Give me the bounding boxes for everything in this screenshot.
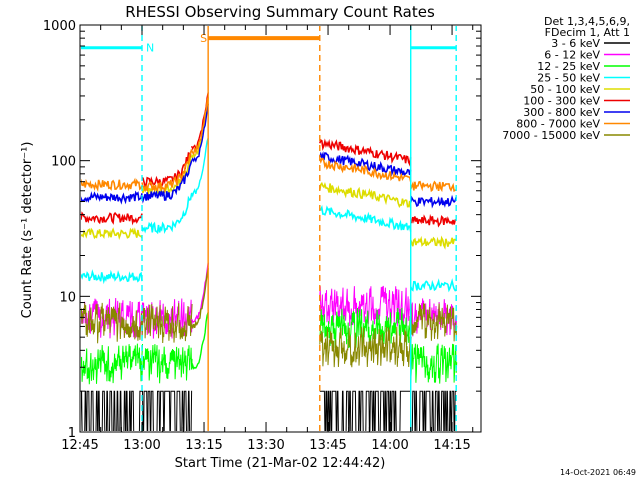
series-line [81,390,143,431]
series-line [141,193,193,235]
x-tick-label: 13:00 [123,438,160,453]
x-tick-label: 14:00 [371,438,408,453]
y-axis-label: Count Rate (s⁻¹ detector⁻¹) [20,142,35,319]
series-line [410,343,458,384]
series-line [319,285,412,327]
annotation-label: S [200,32,207,45]
series-line-flare [190,268,209,329]
y-tick-label: 1 [68,426,76,441]
x-tick-label: 13:15 [185,438,222,453]
series-line [409,194,457,209]
series-line [81,269,143,285]
series-line [409,180,457,193]
legend-label: 7000 - 15000 keV [502,129,600,142]
series-line [319,307,412,349]
series-line [81,302,143,344]
series-line [319,326,412,368]
x-tick-label: 13:30 [247,438,284,453]
series-line [319,204,412,232]
legend-label: 50 - 100 keV [530,83,600,96]
data-layer: NS [81,26,458,431]
series-line [141,303,193,344]
series-line [319,157,412,182]
series-line [141,160,193,204]
series-line-flare [190,311,209,370]
annotation-label: N [146,42,154,55]
chart-title: RHESSI Observing Summary Count Rates [125,3,435,21]
series-line [319,138,412,168]
legend-label: 800 - 7000 keV [516,118,600,131]
series-line-flare [190,103,209,163]
series-line-flare [190,96,209,156]
x-tick-label: 13:45 [309,438,346,453]
series-line [319,181,412,209]
series-line [409,235,457,250]
y-tick-label: 1000 [43,19,76,34]
legend: Det 1,3,4,5,6,9,FDecim 1, Att 13 - 6 keV… [502,15,630,142]
x-tick-label: 12:45 [61,438,98,453]
series-line [410,213,457,228]
series-line-flare [190,137,209,198]
series-line [410,303,458,342]
series-line [142,390,193,431]
series-line [81,190,143,205]
y-tick-label: 100 [51,155,76,170]
plot-area: NS [79,24,482,433]
series-line [141,344,193,384]
series-line [81,297,143,339]
legend-label: 25 - 50 keV [537,72,600,85]
x-tick-label: 14:15 [433,438,470,453]
series-line [141,149,193,193]
series-line [409,278,457,293]
series-line [81,211,143,226]
series-line [81,227,143,240]
legend-label: 3 - 6 keV [551,37,600,50]
legend-header: FDecim 1, Att 1 [545,26,630,39]
series-line [319,390,412,431]
legend-label: 100 - 300 keV [523,95,600,108]
series-line [81,343,143,385]
legend-label: 12 - 25 keV [537,60,600,73]
x-axis: 12:45 13:00 13:15 13:30 13:45 14:00 14:15 [61,25,474,453]
legend-label: 300 - 800 keV [523,106,600,119]
y-tick-label: 10 [59,290,76,305]
legend-header: Det 1,3,4,5,6,9, [544,15,630,28]
y-axis: 1 10 100 1000 [43,19,481,441]
legend-label: 6 - 12 keV [544,49,600,62]
series-line [81,177,143,192]
x-axis-label: Start Time (21-Mar-02 12:44:42) [175,456,386,471]
footer-timestamp: 14-Oct-2021 06:49 [560,468,636,477]
plot-frame [79,24,482,433]
